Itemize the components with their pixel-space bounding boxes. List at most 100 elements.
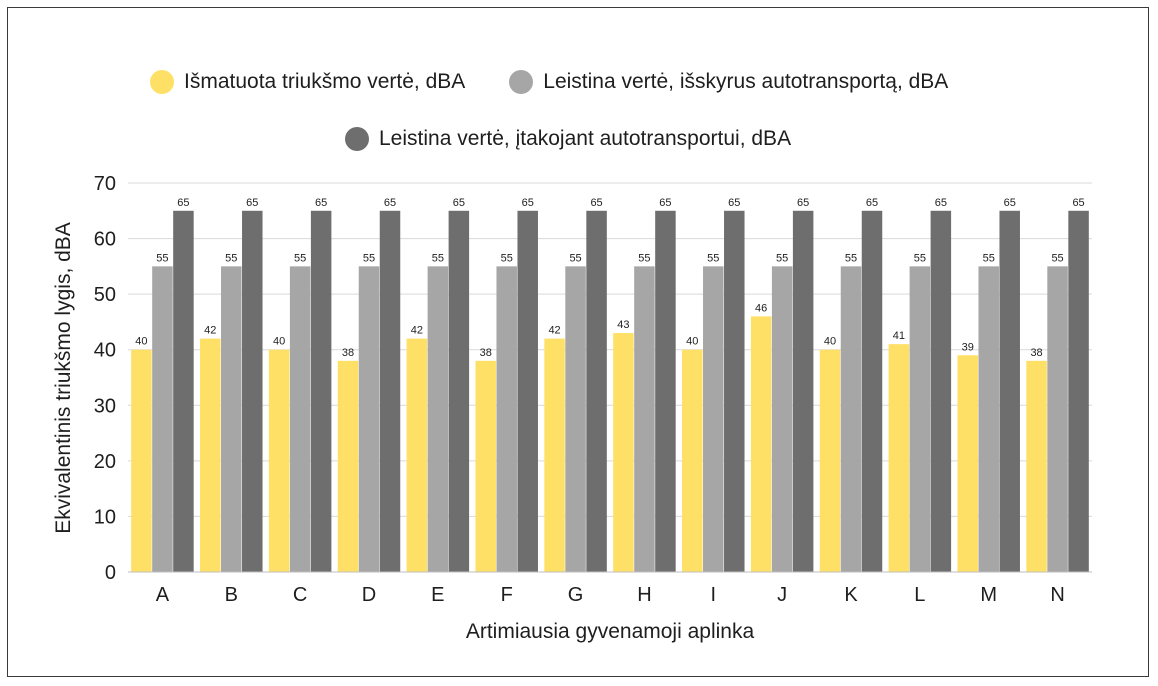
data-label-B-series-1: 42 xyxy=(204,325,216,337)
legend-label-allowed-excluding-traffic: Leistina vertė, išskyrus autotransportą,… xyxy=(543,70,949,93)
bar-H-series-3 xyxy=(655,210,676,573)
legend-label-allowed-with-traffic: Leistina vertė, įtakojant autotransportu… xyxy=(379,127,792,150)
y-tick-label: 60 xyxy=(94,229,116,251)
x-tick-label: E xyxy=(431,584,444,606)
bar-K-series-1 xyxy=(819,349,841,572)
bars xyxy=(131,210,1089,573)
data-label-I-series-1: 40 xyxy=(686,336,698,348)
bar-I-series-3 xyxy=(724,210,745,573)
data-label-K-series-1: 40 xyxy=(824,336,836,348)
data-label-F-series-3: 65 xyxy=(522,197,534,209)
data-label-K-series-2: 55 xyxy=(845,252,857,264)
data-label-L-series-1: 41 xyxy=(893,330,905,342)
x-tick-label: I xyxy=(711,584,717,606)
data-label-G-series-2: 55 xyxy=(569,252,581,264)
bar-L-series-1 xyxy=(888,344,910,572)
x-tick-label: N xyxy=(1050,584,1064,606)
data-label-H-series-1: 43 xyxy=(617,319,629,331)
bar-E-series-2 xyxy=(427,266,449,572)
bar-F-series-3 xyxy=(517,210,538,573)
x-tick-label: G xyxy=(568,584,584,606)
data-label-N-series-2: 55 xyxy=(1051,252,1063,264)
data-label-H-series-3: 65 xyxy=(659,197,671,209)
y-tick-label: 40 xyxy=(94,340,116,362)
bar-K-series-3 xyxy=(861,210,883,573)
data-label-H-series-2: 55 xyxy=(638,252,650,264)
bar-C-series-3 xyxy=(310,210,332,573)
bar-I-series-2 xyxy=(703,266,724,572)
bar-B-series-3 xyxy=(242,210,263,573)
bar-D-series-2 xyxy=(358,266,380,572)
x-tick-label: L xyxy=(914,584,925,606)
data-label-I-series-3: 65 xyxy=(728,197,740,209)
bar-N-series-2 xyxy=(1047,266,1068,572)
bar-C-series-2 xyxy=(289,266,311,572)
y-axis-ticks: 0 10 20 30 40 50 60 70 xyxy=(94,173,116,584)
data-label-M-series-3: 65 xyxy=(1004,197,1016,209)
x-tick-label: K xyxy=(844,584,858,606)
legend-label-measured: Išmatuota triukšmo vertė, dBA xyxy=(184,70,466,93)
bar-K-series-2 xyxy=(840,266,862,572)
data-label-L-series-2: 55 xyxy=(914,252,926,264)
bar-M-series-1 xyxy=(957,355,978,572)
data-label-N-series-3: 65 xyxy=(1072,197,1084,209)
bar-H-series-2 xyxy=(634,266,655,572)
data-label-M-series-1: 39 xyxy=(962,341,974,353)
x-axis-ticks: A B C D E F G H I J K L M N xyxy=(156,584,1065,606)
legend-swatch-allowed-excluding-traffic xyxy=(509,70,534,94)
x-axis-title: Artimiausia gyvenamoji aplinka xyxy=(466,620,755,643)
data-label-C-series-2: 55 xyxy=(294,252,306,264)
bar-F-series-2 xyxy=(496,266,517,572)
bar-E-series-3 xyxy=(448,210,470,573)
data-label-B-series-2: 55 xyxy=(225,252,237,264)
data-label-L-series-3: 65 xyxy=(935,197,947,209)
bar-A-series-3 xyxy=(173,210,194,573)
bar-L-series-2 xyxy=(909,266,931,572)
data-label-B-series-3: 65 xyxy=(246,197,258,209)
x-tick-label: A xyxy=(156,584,170,606)
data-label-M-series-2: 55 xyxy=(983,252,995,264)
data-label-C-series-1: 40 xyxy=(273,336,285,348)
bar-J-series-2 xyxy=(771,266,793,572)
x-tick-label: M xyxy=(980,584,997,606)
bar-L-series-3 xyxy=(930,210,952,573)
data-label-F-series-2: 55 xyxy=(501,252,513,264)
bar-G-series-2 xyxy=(565,266,586,572)
legend-swatch-measured xyxy=(150,70,174,94)
bar-D-series-1 xyxy=(337,360,359,572)
y-tick-label: 10 xyxy=(94,506,116,528)
x-tick-label: C xyxy=(293,584,307,606)
data-label-A-series-2: 55 xyxy=(156,252,168,264)
data-label-D-series-3: 65 xyxy=(384,197,396,209)
data-label-J-series-2: 55 xyxy=(776,252,788,264)
x-tick-label: B xyxy=(225,584,238,606)
data-label-N-series-1: 38 xyxy=(1030,347,1042,359)
bar-M-series-3 xyxy=(999,210,1020,573)
y-tick-label: 50 xyxy=(94,284,116,306)
data-label-K-series-3: 65 xyxy=(866,197,878,209)
legend-item-allowed-excluding-traffic: Leistina vertė, išskyrus autotransportą,… xyxy=(509,70,948,94)
data-label-D-series-2: 55 xyxy=(363,252,375,264)
y-tick-label: 30 xyxy=(94,395,116,417)
bar-A-series-2 xyxy=(152,266,173,572)
bar-B-series-1 xyxy=(200,338,221,572)
data-label-G-series-3: 65 xyxy=(590,197,602,209)
bar-D-series-3 xyxy=(379,210,401,573)
data-label-F-series-1: 38 xyxy=(480,347,492,359)
bar-F-series-1 xyxy=(475,360,496,572)
bar-E-series-1 xyxy=(406,338,428,572)
bar-J-series-1 xyxy=(750,316,772,572)
y-axis-title: Ekvivalentinis triukšmo lygis, dBA xyxy=(52,222,75,534)
bar-N-series-3 xyxy=(1068,210,1089,573)
bar-G-series-3 xyxy=(586,210,607,573)
y-tick-label: 20 xyxy=(94,451,116,473)
y-tick-label: 70 xyxy=(94,173,116,195)
bar-J-series-3 xyxy=(792,210,814,573)
bar-C-series-1 xyxy=(268,349,290,572)
bar-N-series-1 xyxy=(1026,360,1047,572)
bar-G-series-1 xyxy=(544,338,565,572)
bar-M-series-2 xyxy=(978,266,999,572)
data-label-A-series-1: 40 xyxy=(135,336,147,348)
legend-row-1: Išmatuota triukšmo vertė, dBA Leistina v… xyxy=(150,70,948,94)
